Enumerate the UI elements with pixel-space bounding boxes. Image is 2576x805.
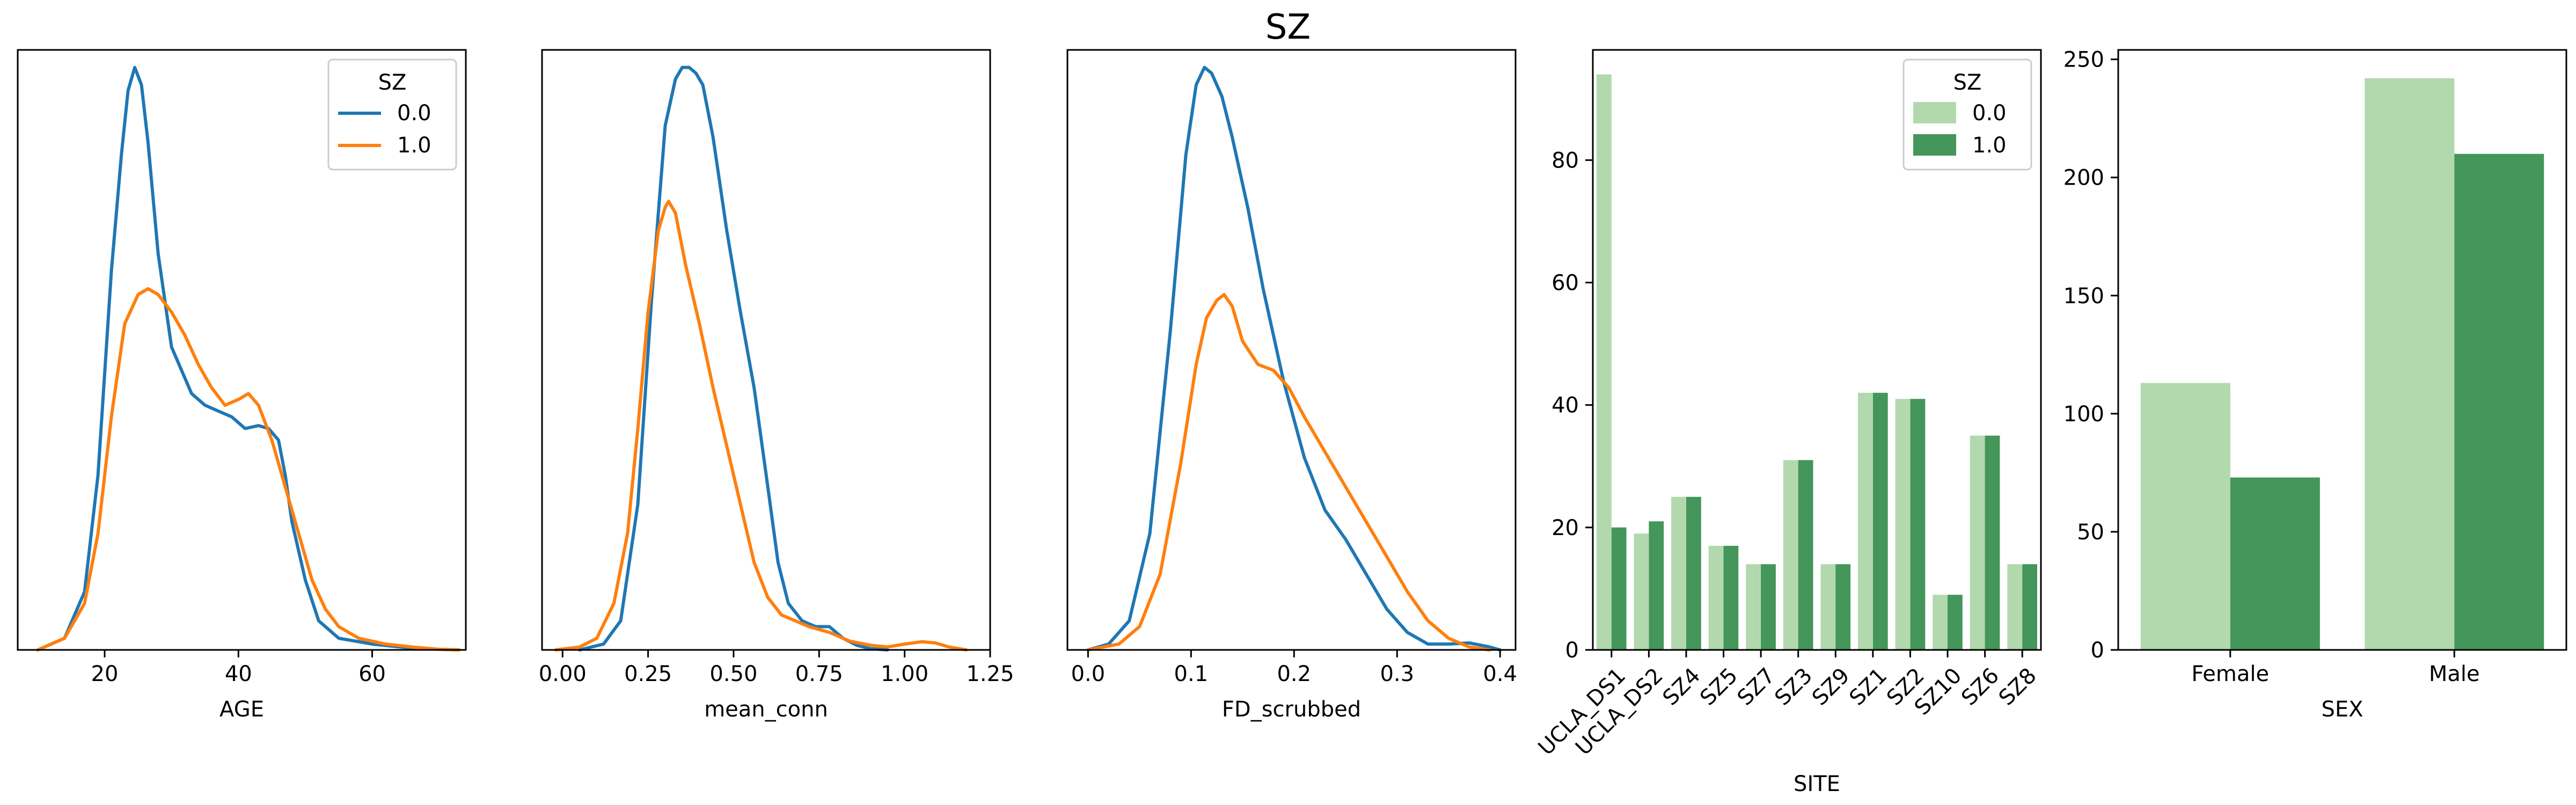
legend: SZ 0.0 1.0 bbox=[327, 58, 457, 171]
x-tick-label: SZ7 bbox=[1733, 663, 1780, 711]
figure-title: SZ bbox=[1265, 8, 1311, 47]
y-tick-label: 60 bbox=[1552, 271, 1579, 296]
kde-line-sz-1.0 bbox=[554, 200, 968, 652]
bar-SZ5-sz-0.0 bbox=[1708, 546, 1724, 650]
y-tick-label: 0 bbox=[1565, 638, 1579, 663]
kde-line-sz-1.0 bbox=[1086, 292, 1491, 652]
subplot-AGE: 20 40 60 AGE SZ 0.0 1.0 bbox=[17, 49, 467, 722]
bar-SZ2-sz-0.0 bbox=[1895, 399, 1911, 650]
x-tick-label: Female bbox=[2191, 662, 2269, 686]
subplot-FD_scrubbed: 0.0 0.1 0.2 0.3 0.4 FD_scrubbed bbox=[1066, 49, 1517, 722]
x-axis-label: SITE bbox=[1794, 772, 1840, 796]
x-axis-label: FD_scrubbed bbox=[1222, 697, 1361, 722]
bar-SZ1-sz-1.0 bbox=[1872, 392, 1888, 650]
bar-UCLA_DS2-sz-0.0 bbox=[1634, 533, 1649, 650]
x-tick-label: SZ1 bbox=[1845, 663, 1892, 711]
x-tick-label: 0.25 bbox=[624, 662, 672, 686]
legend-title: SZ bbox=[1953, 70, 1982, 95]
legend-swatch bbox=[1913, 134, 1956, 156]
subplot-SEX: Female Male 0 50 100 150 200 250 SEX bbox=[2063, 48, 2567, 722]
bar-SZ5-sz-1.0 bbox=[1723, 546, 1739, 650]
y-tick-label: 200 bbox=[2063, 166, 2104, 191]
axes-frame bbox=[2117, 49, 2567, 651]
bar-SZ8-sz-1.0 bbox=[2022, 564, 2037, 650]
x-tick-label: SZ8 bbox=[1994, 663, 2041, 711]
legend-label: 1.0 bbox=[1972, 133, 2007, 158]
x-axis-label: AGE bbox=[219, 697, 264, 722]
x-axis-label: mean_conn bbox=[704, 697, 828, 722]
x-tick-label: SZ9 bbox=[1807, 663, 1855, 711]
y-tick-label: 150 bbox=[2063, 284, 2104, 309]
bar-SZ8-sz-0.0 bbox=[2007, 564, 2023, 650]
y-tick-label: 100 bbox=[2063, 402, 2104, 427]
y-tick-label: 0 bbox=[2091, 638, 2104, 663]
y-tick-label: 250 bbox=[2063, 48, 2104, 72]
legend-label: 0.0 bbox=[397, 101, 431, 126]
legend-title: SZ bbox=[378, 70, 407, 95]
bar-SZ4-sz-0.0 bbox=[1671, 496, 1686, 650]
legend-label: 1.0 bbox=[397, 133, 431, 158]
bar-UCLA_DS1-sz-1.0 bbox=[1611, 527, 1627, 650]
x-tick-label: 0.4 bbox=[1483, 662, 1517, 686]
bar-SZ10-sz-1.0 bbox=[1948, 595, 1963, 650]
x-tick-label: 0.3 bbox=[1380, 662, 1414, 686]
x-tick-label: 1.25 bbox=[966, 662, 1014, 686]
kde-line-sz-1.0 bbox=[36, 287, 461, 652]
x-tick-label: 40 bbox=[225, 662, 252, 686]
legend: SZ 0.0 1.0 bbox=[1902, 58, 2032, 171]
bar-Male-sz-1.0 bbox=[2454, 153, 2544, 650]
y-tick-label: 50 bbox=[2077, 520, 2104, 545]
bar-Male-sz-0.0 bbox=[2365, 78, 2455, 650]
x-tick-label: SZ5 bbox=[1695, 663, 1743, 711]
kde-line-sz-0.0 bbox=[578, 65, 889, 652]
bar-SZ2-sz-1.0 bbox=[1910, 399, 1926, 650]
kde-line-sz-0.0 bbox=[36, 65, 461, 652]
kde-line-sz-0.0 bbox=[1086, 65, 1502, 652]
axes-frame bbox=[17, 49, 467, 651]
x-axis-label: SEX bbox=[2321, 697, 2363, 722]
bar-SZ9-sz-0.0 bbox=[1820, 564, 1836, 650]
bar-SZ3-sz-1.0 bbox=[1798, 460, 1813, 650]
bar-SZ6-sz-0.0 bbox=[1970, 435, 1985, 650]
subplot-SITE: UCLA_DS1UCLA_DS2SZ4SZ5SZ7SZ3SZ9SZ1SZ2SZ1… bbox=[1534, 49, 2042, 796]
x-tick-label: SZ4 bbox=[1658, 663, 1706, 711]
subplot-mean_conn: 0.00 0.25 0.50 0.75 1.00 1.25 mean_conn bbox=[539, 49, 1014, 722]
x-tick-label: 0.1 bbox=[1174, 662, 1209, 686]
bar-SZ1-sz-0.0 bbox=[1858, 392, 1873, 650]
x-tick-label: 0.50 bbox=[709, 662, 757, 686]
x-tick-label: Male bbox=[2429, 662, 2480, 686]
bar-SZ7-sz-0.0 bbox=[1746, 564, 1761, 650]
x-tick-label: 0.2 bbox=[1277, 662, 1311, 686]
legend-label: 0.0 bbox=[1972, 101, 2007, 126]
x-tick-label: 0.75 bbox=[795, 662, 843, 686]
x-tick-label: 0.0 bbox=[1071, 662, 1106, 686]
bar-SZ4-sz-1.0 bbox=[1686, 496, 1701, 650]
bar-SZ7-sz-1.0 bbox=[1761, 564, 1776, 650]
axes-frame bbox=[541, 49, 991, 651]
axes-frame bbox=[1592, 49, 2042, 651]
bar-SZ9-sz-1.0 bbox=[1835, 564, 1851, 650]
y-tick-label: 40 bbox=[1552, 393, 1579, 418]
bar-Female-sz-0.0 bbox=[2140, 383, 2230, 650]
bar-SZ10-sz-0.0 bbox=[1933, 595, 1948, 650]
legend-frame bbox=[327, 58, 457, 171]
x-tick-label: 20 bbox=[91, 662, 119, 686]
bar-UCLA_DS2-sz-1.0 bbox=[1649, 521, 1664, 650]
x-tick-label: SZ6 bbox=[1957, 663, 2004, 711]
x-tick-label: 1.00 bbox=[881, 662, 928, 686]
legend-swatch bbox=[1913, 102, 1956, 123]
bar-SZ3-sz-0.0 bbox=[1783, 460, 1798, 650]
y-tick-label: 80 bbox=[1552, 148, 1579, 173]
bar-Female-sz-1.0 bbox=[2230, 477, 2320, 650]
y-tick-label: 20 bbox=[1552, 516, 1579, 540]
bar-UCLA_DS1-sz-0.0 bbox=[1597, 74, 1612, 650]
x-tick-label: SZ3 bbox=[1770, 663, 1817, 711]
axes-frame bbox=[1066, 49, 1517, 651]
x-tick-label: 60 bbox=[358, 662, 386, 686]
bar-SZ6-sz-1.0 bbox=[1985, 435, 2000, 650]
x-tick-label: 0.00 bbox=[539, 662, 587, 686]
